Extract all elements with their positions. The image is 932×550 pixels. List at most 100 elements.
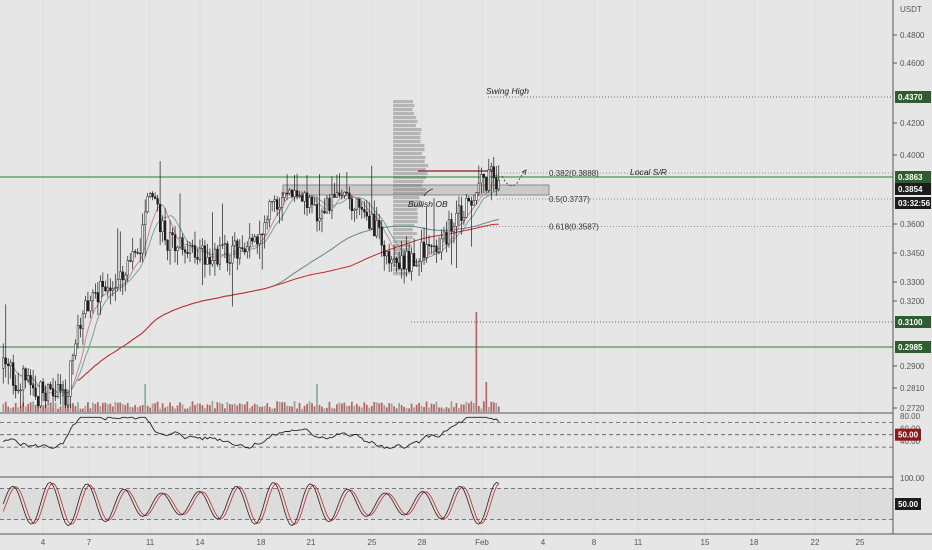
volume-bar: [59, 406, 62, 412]
volume-profile-bar: [393, 160, 425, 164]
candle-body: [492, 166, 495, 179]
candle-body: [290, 189, 294, 197]
volume-profile-bar: [393, 164, 429, 168]
volume-bar: [174, 408, 176, 412]
candle-body: [363, 209, 366, 213]
candle-body: [131, 251, 134, 262]
currency-label: USDT: [900, 5, 922, 14]
candle-body: [455, 212, 458, 227]
candle-body: [129, 260, 132, 262]
candle-body: [34, 387, 37, 397]
volume-bar: [44, 404, 47, 412]
candle-body: [221, 244, 224, 246]
candle-body: [258, 233, 261, 245]
volume-bar: [216, 402, 219, 412]
volume-bar: [161, 403, 164, 412]
volume-profile-bar: [393, 268, 404, 272]
volume-bars: [2, 312, 500, 412]
candle-body: [116, 278, 119, 288]
volume-bar: [495, 403, 498, 412]
volume-profile-bar: [393, 192, 426, 196]
volume-bar: [186, 408, 189, 412]
volume-bar: [423, 407, 425, 412]
annotations[interactable]: Swing High Local S/R Bullish OB: [408, 86, 667, 209]
volume-bar: [405, 408, 408, 412]
candle-body: [178, 237, 182, 248]
volume-profile-bar: [393, 136, 421, 140]
volume-bar: [184, 408, 186, 412]
volume-profile-bar: [393, 188, 427, 192]
candle-body: [410, 253, 413, 272]
candle-body: [89, 300, 92, 312]
local-sr-label: Local S/R: [630, 167, 667, 177]
volume-bar: [141, 404, 144, 412]
candle-body: [39, 381, 42, 407]
candle-body: [66, 396, 70, 406]
candle-body: [268, 201, 271, 220]
candle-body: [54, 395, 57, 398]
volume-bar: [450, 401, 453, 412]
volume-bar: [475, 312, 478, 412]
candle-body: [422, 241, 426, 258]
candle-body: [271, 200, 274, 203]
candle-body: [181, 237, 184, 250]
date-tick-label: 4: [541, 538, 546, 547]
candle-body: [22, 368, 25, 391]
volume-bar: [156, 401, 159, 412]
candle-body: [340, 195, 344, 197]
candle-body: [437, 251, 441, 254]
price-axis[interactable]: 0.4800 0.4600 0.4200 0.4000 0.3600 0.3450 0.33…: [893, 31, 925, 413]
candle-body: [231, 245, 234, 264]
candle-body: [248, 237, 251, 247]
volume-bar: [219, 402, 221, 412]
volume-bar: [430, 403, 433, 412]
volume-profile-bar: [393, 180, 424, 184]
volume-bar: [445, 407, 448, 412]
volume-bar: [116, 402, 119, 412]
horizontal-levels[interactable]: 0.382(0.3888) 0.5(0.3737) 0.618(0.3587): [0, 96, 893, 348]
volume-profile-bar: [393, 116, 417, 120]
price-badge: [895, 183, 931, 195]
candle-body: [370, 213, 373, 229]
candle-body: [330, 194, 334, 211]
volume-bar: [263, 405, 266, 412]
candle-body: [56, 384, 60, 397]
candle-body: [19, 389, 22, 392]
volume-bar: [293, 401, 296, 412]
bullish-ob-label: Bullish OB: [408, 199, 448, 209]
volume-bar: [54, 402, 57, 412]
volume-bar: [124, 405, 127, 412]
candle-body: [490, 166, 493, 170]
candle-body: [253, 236, 256, 242]
volume-bar: [261, 406, 264, 412]
volume-bar: [204, 408, 206, 412]
volume-bar: [465, 401, 468, 412]
volume-profile-bar: [393, 272, 408, 276]
candle-body: [263, 222, 266, 235]
candle-body: [193, 245, 197, 258]
candle-body: [76, 325, 80, 345]
projection-arrowhead: [521, 169, 527, 176]
time-axis[interactable]: 4 7 11 14 18 21 25 28 Feb 4 8 11 15 18 22 25: [41, 538, 865, 547]
candle-body: [333, 194, 336, 198]
volume-profile-bar: [393, 220, 418, 224]
candle-body: [497, 179, 500, 190]
volume-bar: [243, 404, 246, 412]
candle-body: [482, 173, 485, 178]
date-tick-label: Feb: [475, 538, 489, 547]
volume-bar: [298, 402, 301, 412]
volume-bar: [448, 408, 450, 412]
candle-body: [91, 292, 95, 302]
volume-bar: [199, 403, 201, 412]
candle-body: [183, 249, 187, 253]
candle-body: [166, 239, 169, 251]
date-tick-label: 22: [811, 538, 820, 547]
fib-level-label: 0.382(0.3888): [549, 169, 599, 178]
candle-body: [49, 384, 52, 389]
price-tick-label: 0.2720: [900, 404, 925, 413]
candle-body: [149, 193, 152, 197]
volume-bar: [129, 406, 132, 412]
candle-body: [146, 196, 149, 213]
volume-bar: [32, 401, 34, 412]
